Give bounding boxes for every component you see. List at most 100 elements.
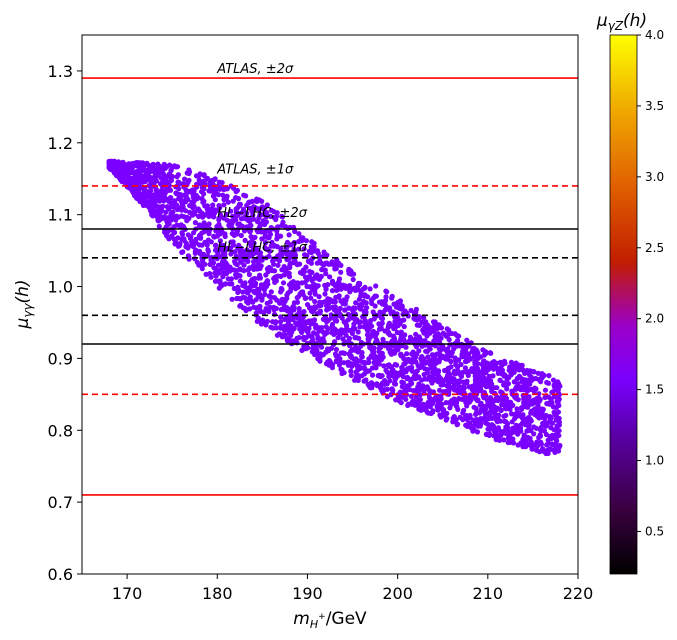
scatter-point (501, 373, 507, 379)
scatter-point (347, 285, 353, 291)
scatter-point (245, 300, 251, 306)
scatter-point (393, 370, 399, 376)
scatter-point (345, 359, 351, 365)
scatter-point (186, 177, 192, 183)
scatter-point (207, 183, 213, 190)
scatter-point (242, 237, 248, 243)
scatter-point (379, 350, 385, 356)
scatter-point (342, 307, 348, 313)
scatter-point (370, 309, 376, 315)
scatter-point (238, 216, 245, 222)
scatter-point (332, 339, 338, 345)
scatter-point (412, 352, 418, 358)
scatter-point (237, 278, 243, 284)
scatter-point (190, 191, 196, 197)
scatter-point (267, 248, 273, 254)
scatter-point (356, 347, 362, 353)
scatter-point (392, 361, 398, 368)
scatter-point (423, 348, 429, 354)
scatter-point (215, 262, 221, 268)
scatter-point (120, 163, 126, 169)
scatter-point (551, 409, 557, 415)
scatter-point (156, 223, 162, 229)
scatter-point (428, 378, 434, 384)
scatter-point (291, 283, 297, 289)
scatter-point (528, 408, 534, 414)
scatter-point (223, 271, 229, 277)
y-tick-label: 0.9 (48, 349, 73, 368)
scatter-point (220, 247, 226, 254)
scatter-point (333, 283, 339, 289)
scatter-point (550, 377, 557, 383)
scatter-point (507, 406, 513, 412)
scatter-point (528, 428, 534, 434)
scatter-point (355, 366, 362, 372)
scatter-point (154, 197, 160, 203)
scatter-point (120, 175, 126, 181)
scatter-point (186, 170, 192, 177)
annotation-label: HL−LHC, ±1σ (217, 240, 307, 255)
scatter-point (351, 305, 357, 311)
scatter-point (249, 198, 256, 204)
scatter-point (466, 368, 473, 374)
scatter-point (554, 428, 561, 434)
scatter-point (301, 269, 307, 275)
scatter-point (238, 232, 244, 239)
scatter-points (106, 158, 563, 457)
scatter-point (475, 361, 481, 367)
scatter-point (461, 385, 467, 391)
scatter-point (337, 359, 343, 365)
scatter-point (174, 213, 180, 219)
scatter-point (427, 404, 433, 410)
scatter-point (279, 267, 285, 273)
scatter-point (399, 303, 405, 309)
scatter-point (506, 367, 512, 373)
scatter-point (315, 250, 321, 256)
scatter-point (416, 334, 422, 340)
scatter-point (533, 425, 540, 431)
scatter-point (343, 297, 349, 303)
scatter-point (297, 326, 303, 332)
y-tick-label: 1.0 (48, 278, 73, 297)
colorbar (609, 34, 638, 575)
y-tick-label: 1.1 (48, 206, 73, 225)
scatter-point (386, 346, 392, 352)
scatter-point (539, 371, 545, 377)
y-tick-label: 0.6 (48, 565, 73, 584)
scatter-point (220, 192, 226, 198)
scatter-point (536, 376, 542, 383)
scatter-point (462, 365, 468, 371)
scatter-point (341, 370, 347, 376)
scatter-point (192, 220, 198, 226)
scatter-point (397, 318, 403, 324)
scatter-point (351, 321, 357, 327)
scatter-point (521, 387, 527, 393)
colorbar-tick-label: 2.5 (645, 241, 664, 255)
scatter-point (191, 241, 197, 247)
scatter-point (315, 356, 321, 362)
scatter-point (232, 258, 238, 264)
scatter-point (283, 296, 289, 302)
scatter-point (318, 302, 324, 308)
scatter-point (228, 251, 234, 257)
scatter-point (296, 231, 302, 237)
scatter-point (173, 164, 179, 170)
scatter-point (229, 231, 235, 237)
scatter-point (256, 288, 262, 294)
reference-lines (82, 77, 578, 496)
scatter-point (452, 355, 458, 361)
scatter-point (549, 420, 556, 426)
scatter-point (432, 319, 438, 325)
scatter-point (278, 246, 284, 252)
scatter-point (511, 379, 517, 385)
scatter-point (374, 356, 381, 362)
scatter-point (246, 266, 252, 272)
scatter-point (546, 373, 552, 379)
scatter-point (282, 271, 288, 277)
scatter-point (462, 394, 469, 400)
scatter-point (453, 417, 459, 423)
scatter-point (474, 398, 480, 404)
scatter-point (421, 315, 427, 321)
scatter-point (355, 282, 361, 288)
scatter-point (385, 324, 391, 330)
